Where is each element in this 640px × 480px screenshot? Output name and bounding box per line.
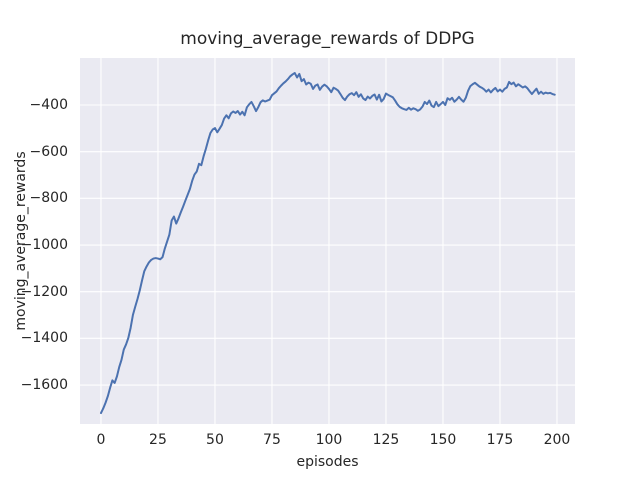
y-tick-label: −800 bbox=[29, 190, 68, 207]
x-tick-label: 0 bbox=[96, 432, 106, 448]
x-tick-label: 150 bbox=[429, 432, 457, 448]
x-tick-label: 100 bbox=[315, 432, 343, 448]
x-tick-label: 50 bbox=[206, 432, 224, 448]
chart-title: moving_average_rewards of DDPG bbox=[180, 29, 475, 49]
y-tick-label: −600 bbox=[29, 143, 68, 160]
y-tick-label: −1000 bbox=[20, 237, 68, 253]
y-tick-label: −1400 bbox=[20, 330, 68, 347]
x-tick-label: 25 bbox=[149, 432, 167, 448]
axes-background bbox=[80, 58, 575, 424]
x-tick-label: 75 bbox=[263, 432, 281, 448]
y-tick-label: −1200 bbox=[20, 283, 68, 300]
x-tick-label: 200 bbox=[543, 432, 571, 448]
x-tick-label: 125 bbox=[372, 432, 400, 448]
x-tick-label: 175 bbox=[486, 432, 514, 448]
reward-line bbox=[99, 72, 556, 415]
y-tick-label: −1600 bbox=[20, 377, 68, 394]
y-tick-label: −400 bbox=[29, 96, 68, 113]
x-axis-label: episodes bbox=[296, 454, 359, 470]
